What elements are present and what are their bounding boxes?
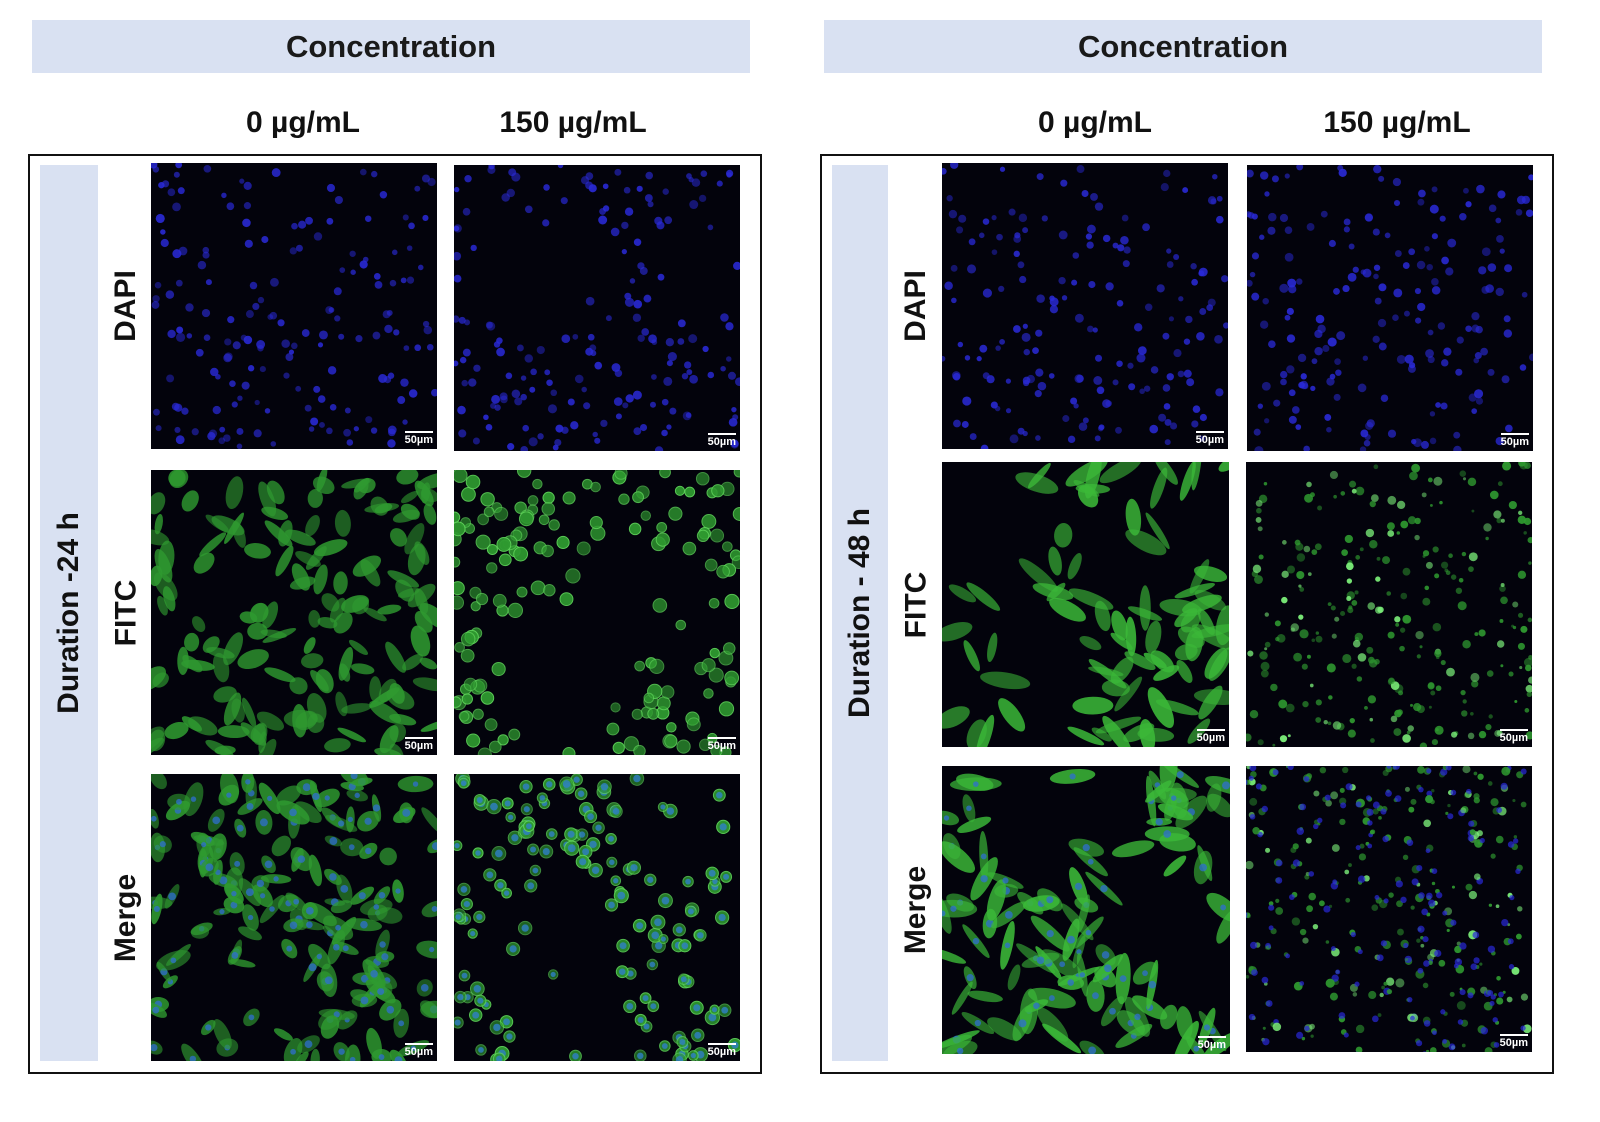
micrograph-24h-0-fitc: 50µm — [151, 470, 437, 755]
panel-2-duration-bar: Duration - 48 h — [832, 165, 888, 1061]
scale-bar-label: 50µm — [404, 434, 433, 446]
micrograph-24h-0-dapi: 50µm — [151, 163, 437, 449]
scale-bar-label: 50µm — [1195, 434, 1224, 446]
micrograph-48h-150-dapi: 50µm — [1247, 165, 1533, 451]
micrograph-48h-0-merge: 50µm — [942, 766, 1230, 1054]
scale-bar: 50µm — [1197, 729, 1225, 744]
micrograph-texture — [942, 766, 1230, 1054]
scale-bar: 50µm — [1500, 1034, 1528, 1049]
scale-bar-line — [404, 1043, 433, 1045]
scale-bar-label: 50µm — [707, 740, 736, 752]
scale-bar-line — [1500, 433, 1529, 435]
micrograph-24h-0-merge: 50µm — [151, 774, 437, 1061]
micrograph-texture — [942, 163, 1228, 449]
micrograph-texture — [1246, 766, 1532, 1052]
panel-2-row-dapi-label: DAPI — [899, 269, 932, 342]
micrograph-texture — [151, 774, 437, 1061]
panel-1-header-label: Concentration — [285, 28, 497, 64]
scale-bar-label: 50µm — [1197, 1039, 1226, 1051]
panel-2-col-1-label: 150 µg/mL — [1323, 106, 1471, 139]
panel-2-header: Concentration — [824, 20, 1542, 73]
panel-2-row-fitc-label: FITC — [899, 571, 932, 638]
micrograph-24h-150-fitc: 50µm — [454, 470, 740, 755]
scale-bar-label: 50µm — [1500, 436, 1529, 448]
micrograph-48h-0-fitc: 50µm — [942, 462, 1229, 747]
scale-bar-label: 50µm — [707, 436, 736, 448]
panel-2-duration-label: Duration - 48 h — [843, 507, 877, 719]
panel-2-header-label: Concentration — [1077, 28, 1289, 64]
panel-1-header: Concentration — [32, 20, 750, 73]
scale-bar-label: 50µm — [404, 740, 433, 752]
micrograph-texture — [151, 163, 437, 449]
panel-1-row-dapi-label: DAPI — [109, 269, 142, 342]
micrograph-texture — [454, 165, 740, 451]
micrograph-48h-150-merge: 50µm — [1246, 766, 1532, 1052]
scale-bar-line — [1197, 1036, 1226, 1038]
scale-bar-label: 50µm — [404, 1046, 433, 1058]
scale-bar: 50µm — [1500, 729, 1528, 744]
micrograph-24h-150-merge: 50µm — [454, 774, 740, 1061]
scale-bar-line — [1499, 1034, 1528, 1036]
panel-1-row-fitc-label: FITC — [109, 579, 142, 646]
scale-bar-line — [1195, 431, 1224, 433]
micrograph-48h-0-dapi: 50µm — [942, 163, 1228, 449]
scale-bar-line — [707, 1043, 736, 1045]
panel-1-duration-bar: Duration -24 h — [40, 165, 98, 1061]
panel-1-col-0-label: 0 µg/mL — [246, 106, 360, 139]
micrograph-texture — [454, 774, 740, 1061]
scale-bar: 50µm — [708, 737, 736, 752]
panel-1-duration-label: Duration -24 h — [52, 512, 85, 714]
scale-bar: 50µm — [405, 737, 433, 752]
panel-1-row-merge-label: Merge — [109, 873, 143, 962]
scale-bar-label: 50µm — [1499, 1037, 1528, 1049]
scale-bar-line — [707, 737, 736, 739]
scale-bar: 50µm — [1196, 431, 1224, 446]
panel-2-row-merge-label: Merge — [899, 865, 933, 955]
micrograph-texture — [1247, 165, 1533, 451]
scale-bar: 50µm — [405, 431, 433, 446]
scale-bar-label: 50µm — [1499, 732, 1528, 744]
micrograph-24h-150-dapi: 50µm — [454, 165, 740, 451]
scale-bar-line — [404, 737, 433, 739]
scale-bar-label: 50µm — [1196, 732, 1225, 744]
scale-bar: 50µm — [405, 1043, 433, 1058]
scale-bar-line — [1196, 729, 1225, 731]
panel-2-col-0-label: 0 µg/mL — [1038, 106, 1152, 139]
scale-bar: 50µm — [708, 1043, 736, 1058]
scale-bar-label: 50µm — [707, 1046, 736, 1058]
micrograph-texture — [942, 462, 1229, 747]
scale-bar-line — [1499, 729, 1528, 731]
scale-bar: 50µm — [708, 433, 736, 448]
scale-bar: 50µm — [1501, 433, 1529, 448]
micrograph-48h-150-fitc: 50µm — [1246, 462, 1532, 747]
micrograph-texture — [151, 470, 437, 755]
scale-bar-line — [404, 431, 433, 433]
micrograph-texture — [1246, 462, 1532, 747]
scale-bar-line — [707, 433, 736, 435]
panel-1-col-1-label: 150 µg/mL — [499, 106, 647, 139]
scale-bar: 50µm — [1198, 1036, 1226, 1051]
micrograph-texture — [454, 470, 740, 755]
